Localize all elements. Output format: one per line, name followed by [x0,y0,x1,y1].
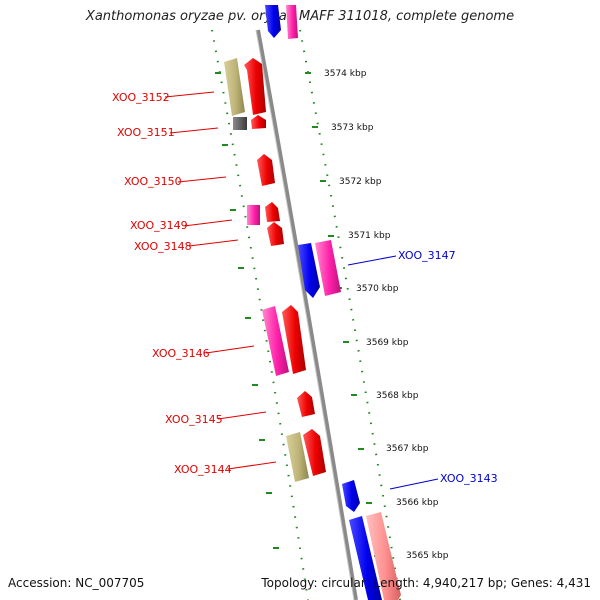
gene-label-xoo_3145[interactable]: XOO_3145 [165,413,223,426]
gene-3152-red [244,58,266,115]
tick-label-3567: 3567 kbp [386,444,429,454]
gene-3151-red [251,115,266,129]
gene-3149-magenta [247,205,260,225]
gene-label-xoo_3143[interactable]: XOO_3143 [440,472,498,485]
tick-label-3565: 3565 kbp [406,551,449,561]
genome-title: Xanthomonas oryzae pv. oryzae MAFF 31101… [85,9,515,24]
gene-top-red [286,5,298,39]
gene-label-xoo_3147[interactable]: XOO_3147 [398,249,456,262]
tick-label-3572: 3572 kbp [339,177,382,187]
gene-label-xoo_3144[interactable]: XOO_3144 [174,463,232,476]
reverse-track-line [299,29,401,600]
gene-3144-olive [286,432,309,482]
tick-label-3573: 3573 kbp [331,123,374,133]
tick-label-3571: 3571 kbp [348,231,391,241]
genome-backbone [256,29,358,600]
tick-label-3570: 3570 kbp [356,284,399,294]
tick-label-3566: 3566 kbp [396,498,439,508]
gene-3148-red [267,222,284,246]
genome-backbone-highlight [255,29,355,600]
gene-3145-red [297,391,315,417]
forward-genes [224,5,326,482]
gene-label-xoo_3152[interactable]: XOO_3152 [112,91,170,104]
gene-label-xoo_3148[interactable]: XOO_3148 [134,240,192,253]
tick-label-3568: 3568 kbp [376,391,419,401]
gene-3150-red [257,154,275,186]
gene-3152-olive [224,58,245,116]
callout-lines [164,91,439,490]
gene-3151-gray [233,117,247,130]
gene-3147-blue [298,243,320,298]
reverse-genes [265,5,401,600]
gene-bottom-blue [349,516,382,600]
gene-label-xoo_3150[interactable]: XOO_3150 [124,175,182,188]
gene-label-xoo_3146[interactable]: XOO_3146 [152,347,210,360]
gene-3146-red [282,305,306,374]
gene-3143-blue [342,480,360,512]
gene-bottom-pink [366,512,401,600]
gene-3147-magenta [315,240,341,296]
gene-3144-red [303,429,326,476]
gene-3146-magenta [262,306,289,376]
gene-3149-red [265,202,280,222]
gene-label-xoo_3149[interactable]: XOO_3149 [130,219,188,232]
gene-top-blue [265,5,281,38]
forward-track-line [211,29,309,600]
tick-label-3574: 3574 kbp [324,69,367,79]
accession-label: Accession: NC_007705 [8,576,145,590]
reverse-track-ticks [305,72,380,557]
topology-label: Topology: circular; Length: 4,940,217 bp… [261,576,591,590]
tick-label-3569: 3569 kbp [366,338,409,348]
gene-label-xoo_3151[interactable]: XOO_3151 [117,126,175,139]
forward-track-ticks [215,72,279,549]
